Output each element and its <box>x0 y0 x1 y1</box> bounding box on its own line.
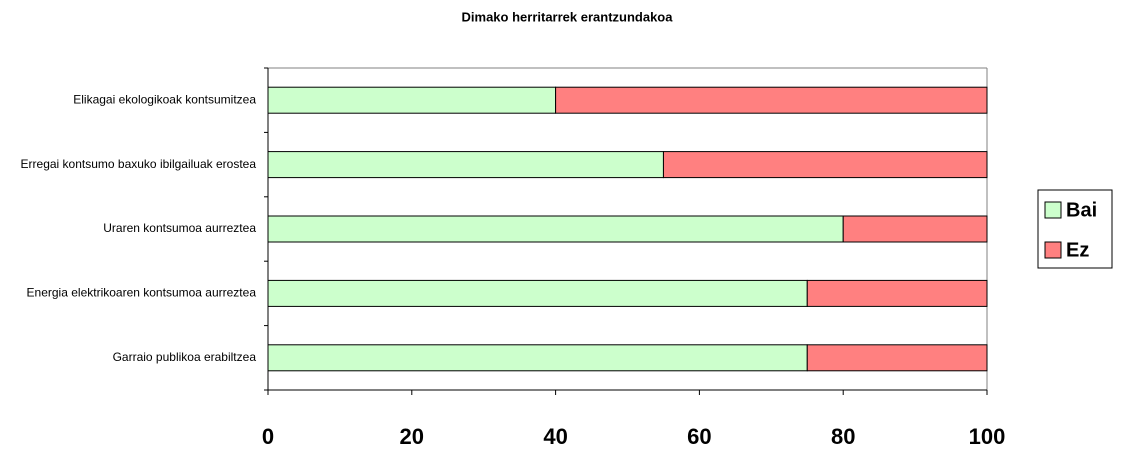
y-tick-label: Elikagai ekologikoak kontsumitzea <box>73 92 256 106</box>
bar <box>662 151 988 179</box>
x-tick-label: 40 <box>543 424 567 449</box>
legend-swatch <box>1044 241 1062 259</box>
y-tick-label: Uraren kontsumoa aurreztea <box>103 221 256 235</box>
bar <box>267 151 664 179</box>
bar <box>806 279 988 307</box>
bar <box>555 86 988 114</box>
bar <box>267 344 808 372</box>
x-tick-label: 80 <box>831 424 855 449</box>
x-tick-label: 20 <box>400 424 424 449</box>
bar <box>842 215 988 243</box>
bar <box>267 215 844 243</box>
y-tick-label: Erregai kontsumo baxuko ibilgailuak eros… <box>21 157 257 171</box>
legend-label: Ez <box>1066 239 1089 261</box>
bar <box>267 86 557 114</box>
x-tick-label: 60 <box>687 424 711 449</box>
y-tick-label: Energia elektrikoaren kontsumoa aurrezte… <box>27 286 257 300</box>
y-tick-label: Garraio publikoa erabiltzea <box>113 350 257 364</box>
x-tick-label: 0 <box>262 424 274 449</box>
bar <box>806 344 988 372</box>
chart-title: Dimako herritarrek erantzundakoa <box>462 9 674 24</box>
legend-swatch <box>1044 201 1062 219</box>
legend-label: Bai <box>1066 199 1097 221</box>
x-tick-label: 100 <box>969 424 1006 449</box>
bar <box>267 279 808 307</box>
